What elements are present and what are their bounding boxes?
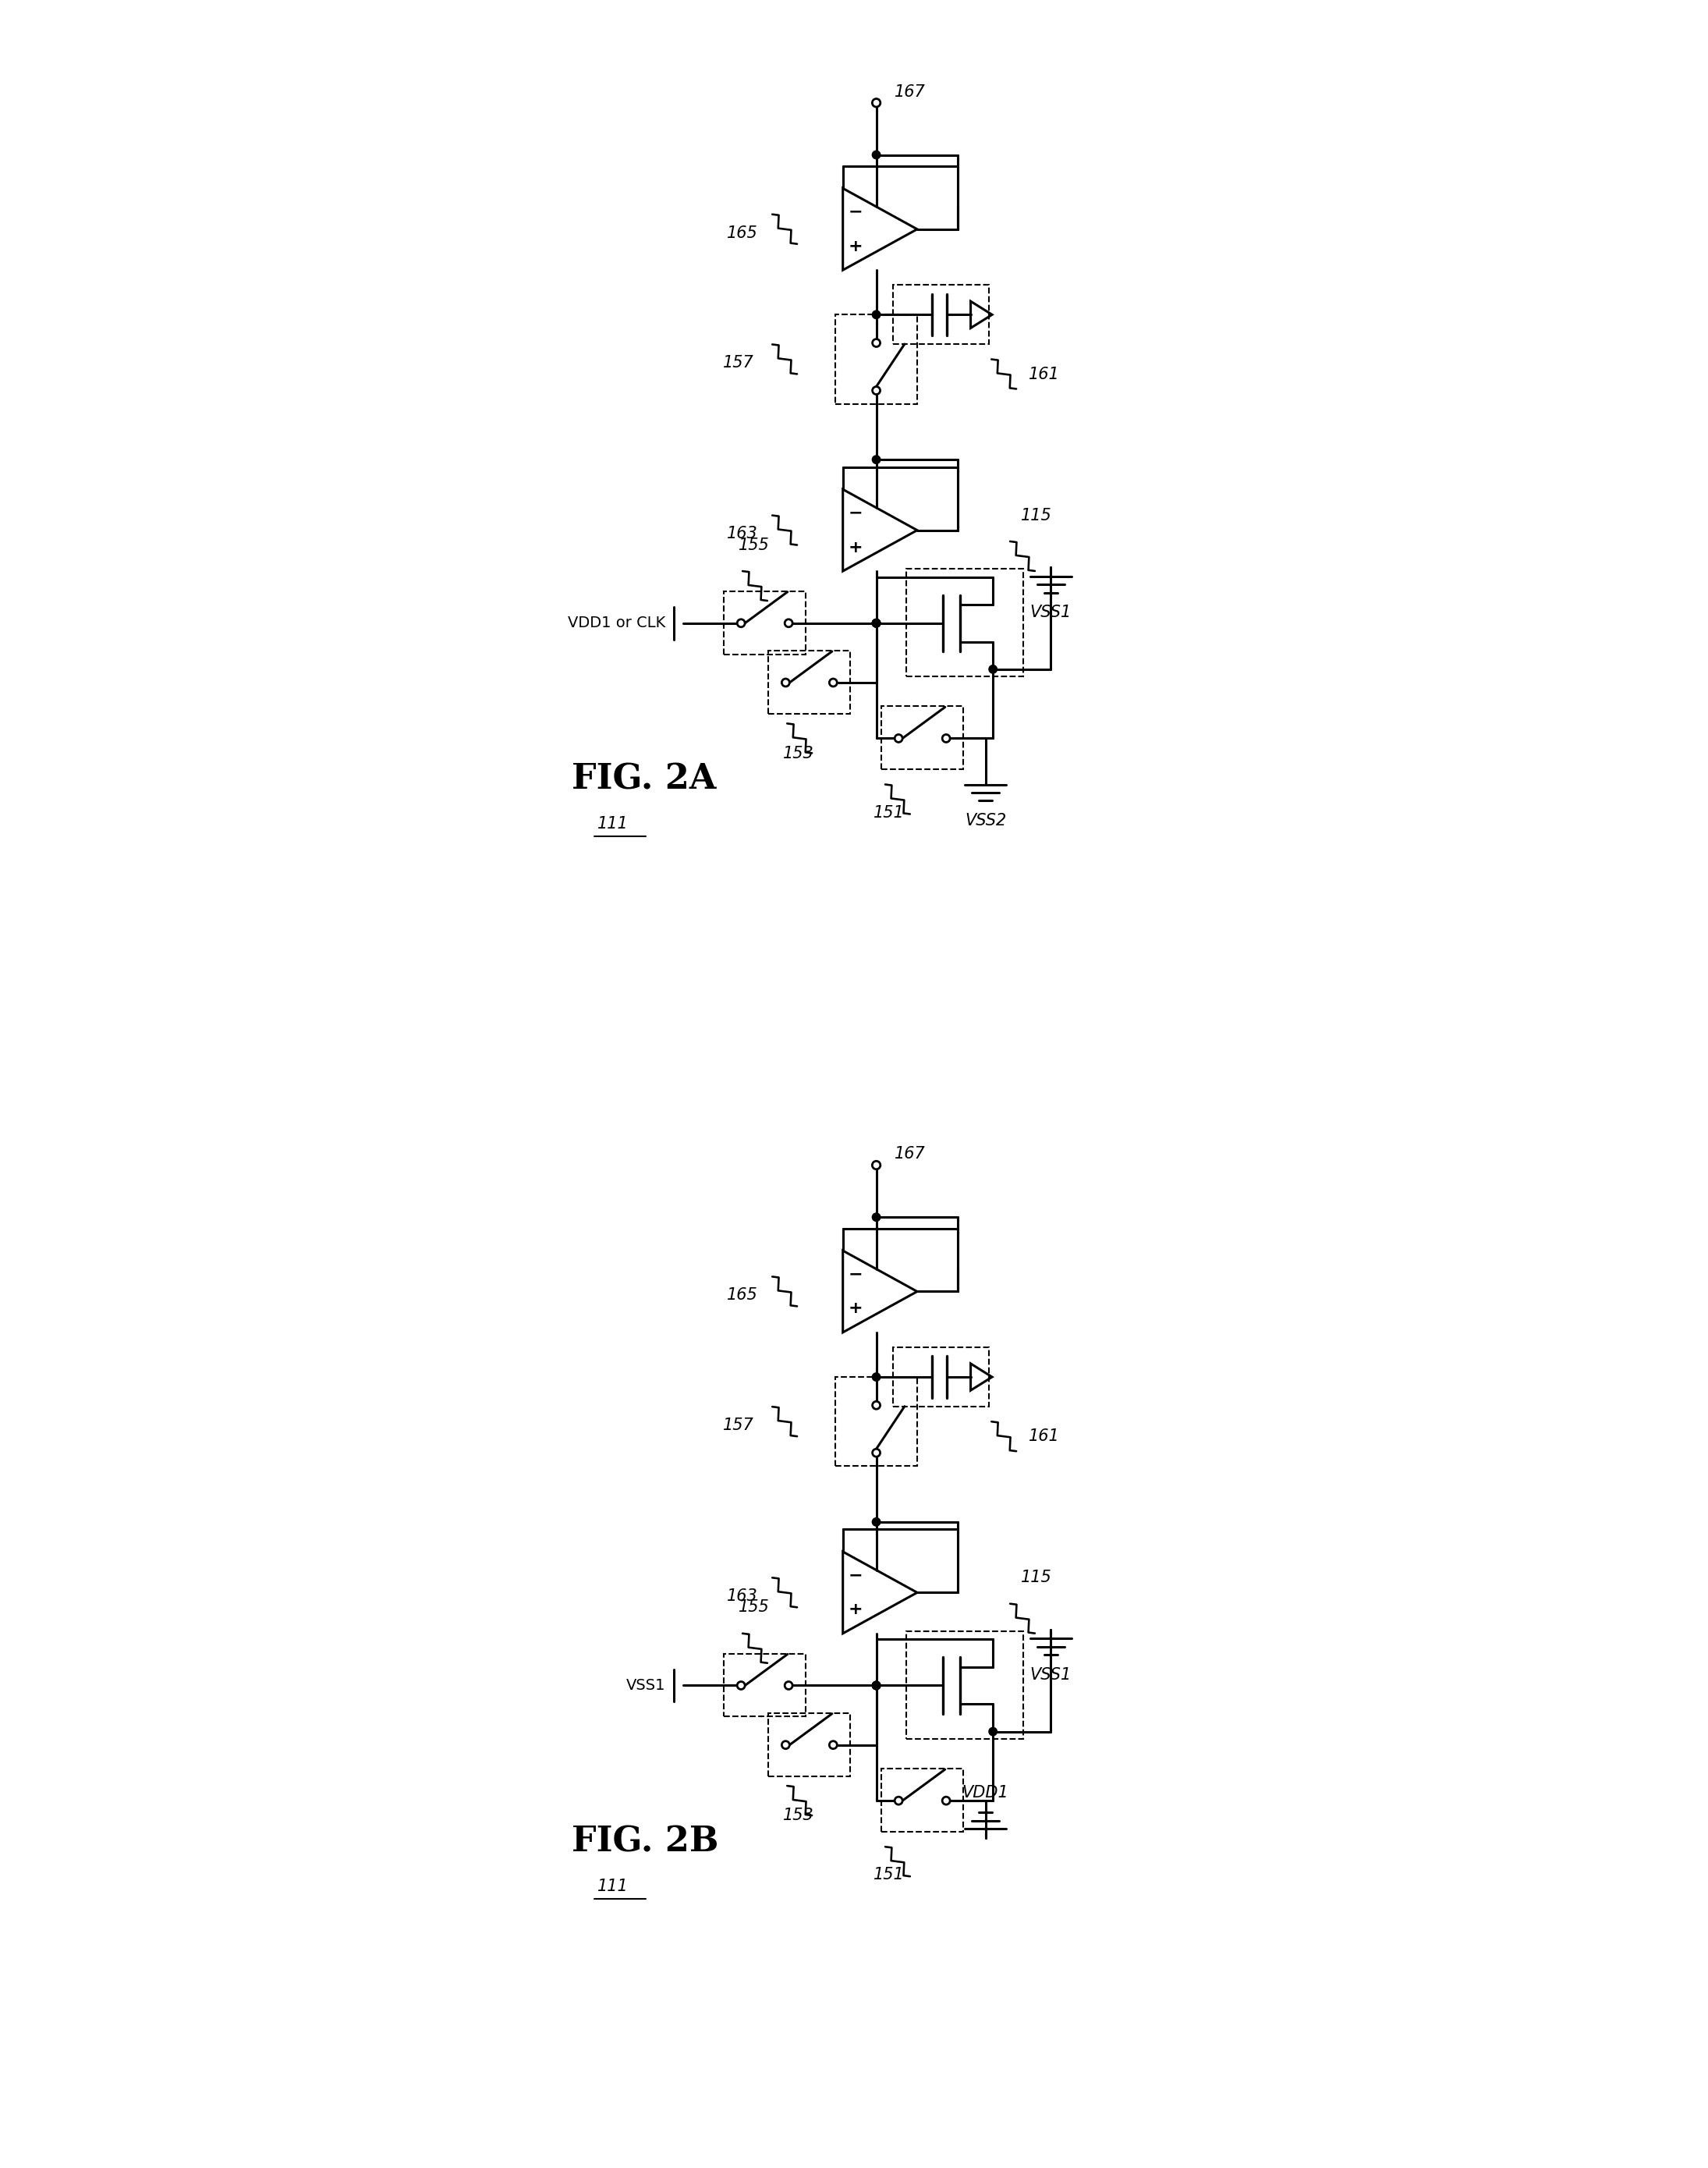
Circle shape: [873, 1401, 880, 1409]
Text: VSS2: VSS2: [965, 813, 1006, 828]
Circle shape: [873, 100, 880, 106]
Circle shape: [873, 310, 880, 319]
Circle shape: [873, 152, 880, 158]
Text: 151: 151: [873, 804, 905, 820]
Text: 153: 153: [782, 1808, 813, 1823]
Text: VSS1: VSS1: [625, 1678, 664, 1693]
Text: 151: 151: [873, 1867, 905, 1882]
Text: VSS1: VSS1: [1030, 1667, 1071, 1682]
Circle shape: [873, 1162, 880, 1169]
Circle shape: [873, 620, 880, 627]
Bar: [893, 1346, 989, 1407]
Bar: [724, 1654, 806, 1717]
Circle shape: [873, 386, 880, 395]
Circle shape: [943, 735, 950, 741]
Bar: [881, 707, 963, 770]
Text: 111: 111: [598, 815, 629, 833]
Circle shape: [873, 1372, 880, 1381]
Circle shape: [873, 1682, 880, 1689]
Bar: [769, 650, 851, 713]
Circle shape: [989, 1728, 997, 1737]
Circle shape: [738, 620, 745, 627]
Circle shape: [873, 620, 880, 627]
Text: VSS1: VSS1: [1030, 605, 1071, 620]
Text: FIG. 2B: FIG. 2B: [572, 1825, 719, 1858]
Bar: [905, 568, 1023, 676]
Text: 163: 163: [728, 1589, 758, 1604]
Bar: [769, 1713, 851, 1776]
Circle shape: [873, 455, 880, 464]
Text: VDD1: VDD1: [962, 1784, 1009, 1802]
Text: +: +: [849, 1301, 863, 1316]
Text: −: −: [849, 1567, 863, 1583]
Circle shape: [782, 1741, 789, 1750]
Text: 155: 155: [738, 1600, 769, 1615]
Circle shape: [873, 1448, 880, 1457]
Text: 157: 157: [722, 1418, 755, 1433]
Circle shape: [895, 1797, 902, 1804]
Bar: [881, 1769, 963, 1832]
Bar: [835, 314, 917, 403]
Bar: [835, 1377, 917, 1466]
Text: FIG. 2A: FIG. 2A: [572, 763, 716, 796]
Circle shape: [738, 1682, 745, 1689]
Circle shape: [830, 679, 837, 687]
Bar: [893, 284, 989, 345]
Bar: [905, 1630, 1023, 1739]
Text: 157: 157: [722, 356, 755, 371]
Text: 163: 163: [728, 527, 758, 542]
Text: −: −: [849, 204, 863, 219]
Circle shape: [784, 620, 793, 627]
Circle shape: [873, 620, 880, 627]
Circle shape: [784, 1682, 793, 1689]
Circle shape: [989, 666, 997, 674]
Circle shape: [873, 1682, 880, 1689]
Text: 115: 115: [1021, 1570, 1052, 1585]
Text: +: +: [849, 1602, 863, 1617]
Circle shape: [830, 1741, 837, 1750]
Circle shape: [873, 1518, 880, 1526]
Text: 115: 115: [1021, 507, 1052, 522]
Text: 165: 165: [728, 225, 758, 241]
Text: 167: 167: [895, 1147, 926, 1162]
Bar: [724, 592, 806, 655]
Circle shape: [895, 735, 902, 741]
Text: 161: 161: [1028, 1429, 1059, 1444]
Text: 165: 165: [728, 1288, 758, 1303]
Text: VDD1 or CLK: VDD1 or CLK: [567, 616, 664, 631]
Circle shape: [873, 1682, 880, 1689]
Text: 155: 155: [738, 538, 769, 553]
Text: 153: 153: [782, 746, 813, 761]
Text: 111: 111: [598, 1877, 629, 1895]
Text: −: −: [849, 505, 863, 520]
Circle shape: [873, 1214, 880, 1221]
Text: 161: 161: [1028, 366, 1059, 382]
Circle shape: [873, 1682, 880, 1689]
Text: −: −: [849, 1266, 863, 1281]
Text: +: +: [849, 238, 863, 254]
Circle shape: [943, 1797, 950, 1804]
Text: +: +: [849, 540, 863, 555]
Circle shape: [873, 620, 880, 627]
Text: 167: 167: [895, 85, 926, 100]
Circle shape: [782, 679, 789, 687]
Circle shape: [873, 338, 880, 347]
